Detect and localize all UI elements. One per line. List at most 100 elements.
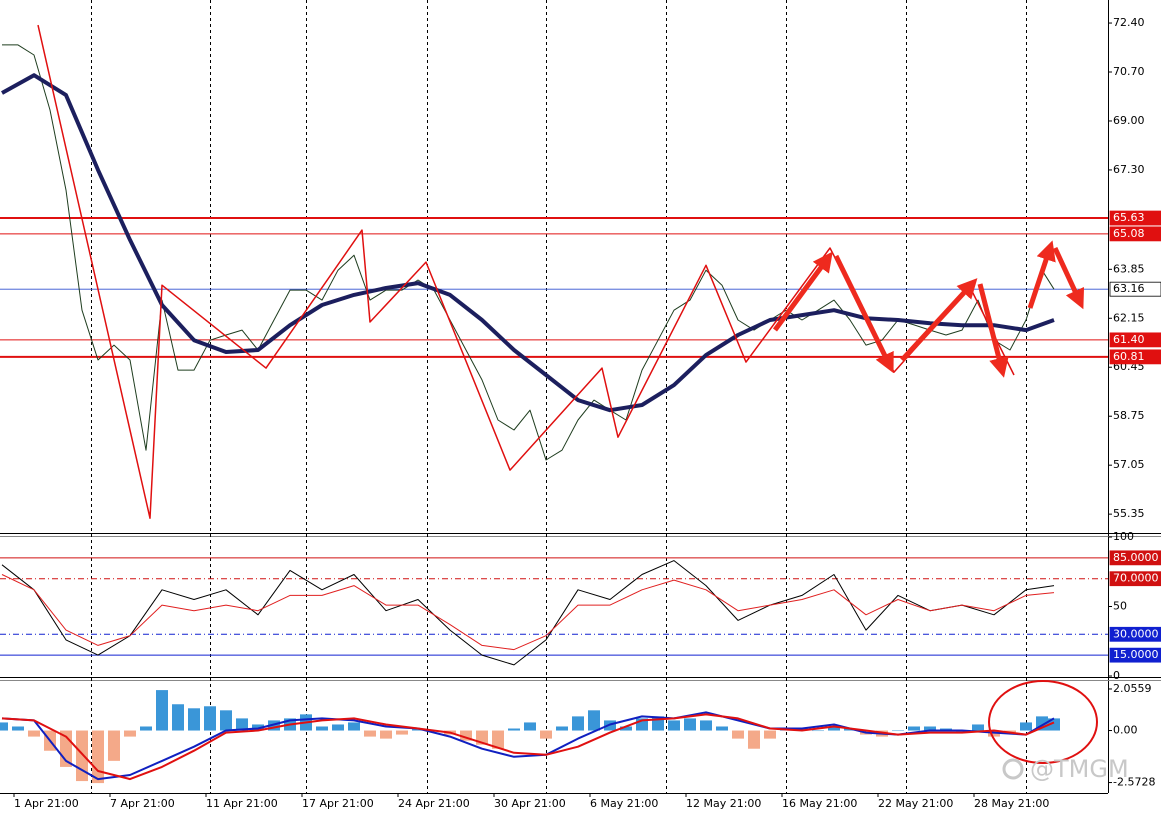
x-tick-label: 24 Apr 21:00 <box>398 797 470 810</box>
y-tick-label: 0 <box>1113 669 1120 682</box>
x-tick-label: 28 May 21:00 <box>974 797 1049 810</box>
histogram-bar <box>28 730 40 737</box>
watermark-logo <box>1002 758 1024 780</box>
histogram-bar <box>332 724 344 731</box>
level-label: 30.0000 <box>1113 627 1159 640</box>
level-label-box <box>1109 550 1161 566</box>
arrow <box>833 254 894 374</box>
histogram-bar <box>396 730 408 735</box>
watermark: @TMGM <box>1002 755 1129 783</box>
series-line <box>1 574 1055 651</box>
series-line <box>2 44 1055 461</box>
level-label: 70.0000 <box>1113 572 1159 585</box>
y-tick-label: 50 <box>1113 600 1127 613</box>
y-tick-label: 62.15 <box>1113 311 1145 324</box>
histogram-bar <box>12 726 24 731</box>
series-line <box>1 560 1055 666</box>
period-separators <box>91 0 1027 793</box>
histogram-bar <box>204 706 216 731</box>
histogram-bar <box>764 730 776 739</box>
x-tick-label: 6 May 21:00 <box>590 797 658 810</box>
histogram-bar <box>364 730 376 737</box>
y-tick-label: 55.35 <box>1113 507 1145 520</box>
histogram-bar <box>92 730 104 784</box>
histogram-bar <box>0 722 8 731</box>
x-tick-label: 1 Apr 21:00 <box>14 797 79 810</box>
level-label: 65.63 <box>1113 211 1145 224</box>
histogram-bar <box>1020 722 1032 731</box>
y-tick-label: 0.00 <box>1113 724 1138 737</box>
histogram-bar <box>236 718 248 731</box>
level-label: 65.08 <box>1113 227 1145 240</box>
histogram-bar <box>620 726 632 731</box>
histogram-bar <box>460 730 472 741</box>
arrow <box>1027 240 1056 309</box>
series-line <box>1 713 1055 781</box>
histogram-bar <box>492 730 504 749</box>
histogram-bar <box>924 726 936 731</box>
x-tick-label: 22 May 21:00 <box>878 797 953 810</box>
histogram-bar <box>188 708 200 731</box>
histogram-bar <box>524 722 536 731</box>
arrow <box>1052 246 1085 310</box>
arrow <box>977 283 1009 378</box>
histogram-bar <box>348 722 360 731</box>
x-tick-label: 7 Apr 21:00 <box>110 797 175 810</box>
level-label: 63.16 <box>1113 282 1145 295</box>
level-label-box <box>1109 210 1161 226</box>
level-label: 85.0000 <box>1113 551 1159 564</box>
histogram-bar <box>124 730 136 737</box>
panel-frames <box>0 0 1161 794</box>
level-label: 61.40 <box>1113 333 1145 346</box>
histogram-bar <box>380 730 392 739</box>
histogram-bar <box>972 724 984 731</box>
watermark-text: @TMGM <box>1030 755 1129 783</box>
x-tick-label: 11 Apr 21:00 <box>206 797 278 810</box>
y-tick-label: 100 <box>1113 530 1134 543</box>
level-label-box <box>1109 226 1161 242</box>
histogram-bar <box>956 730 968 733</box>
y-tick-label: 70.70 <box>1113 65 1145 78</box>
highlight-ellipse <box>988 680 1098 764</box>
level-label-box <box>1109 332 1161 348</box>
arrow <box>772 251 833 332</box>
histogram-bar <box>684 718 696 731</box>
x-tick-label: 17 Apr 21:00 <box>302 797 374 810</box>
y-tick-label: 57.05 <box>1113 458 1145 471</box>
y-tick-label: 58.75 <box>1113 409 1145 422</box>
histogram-bar <box>140 726 152 731</box>
x-tick-label: 30 Apr 21:00 <box>494 797 566 810</box>
histogram-bar <box>892 730 904 732</box>
y-tick-label: 67.30 <box>1113 163 1145 176</box>
y-tick-label: -2.5728 <box>1113 776 1155 789</box>
histogram-bar <box>1004 730 1016 733</box>
y-tick-label: 63.85 <box>1113 262 1145 275</box>
panel: 100 50 0 85.0000 70.0000 30.0000 15.0000 <box>0 530 1161 682</box>
histogram-bar <box>556 726 568 731</box>
histogram-bar <box>316 726 328 731</box>
y-tick-label: 69.00 <box>1113 114 1145 127</box>
histogram-bar <box>668 720 680 731</box>
histogram-bar <box>572 716 584 731</box>
histogram-bar <box>908 726 920 731</box>
y-tick-label: 72.40 <box>1113 16 1145 29</box>
histogram-bar <box>220 710 232 731</box>
histogram-bar <box>540 730 552 739</box>
series-line <box>1 73 1055 413</box>
panel: 2.0559 0.00 -2.5728 <box>0 682 1155 789</box>
level-label: 15.0000 <box>1113 648 1159 661</box>
annotation-arrows <box>772 240 1085 378</box>
level-label-box <box>1109 647 1161 663</box>
histogram-bar <box>588 710 600 731</box>
histogram-bar <box>508 728 520 731</box>
histogram-bar <box>732 730 744 739</box>
level-label-box <box>1109 571 1161 587</box>
histogram-bar <box>156 690 168 731</box>
level-label-box <box>1109 281 1161 297</box>
level-label-box <box>1109 349 1161 365</box>
series-line <box>1 711 1055 781</box>
y-tick-label: 2.0559 <box>1113 682 1152 695</box>
histogram-bar <box>172 704 184 731</box>
